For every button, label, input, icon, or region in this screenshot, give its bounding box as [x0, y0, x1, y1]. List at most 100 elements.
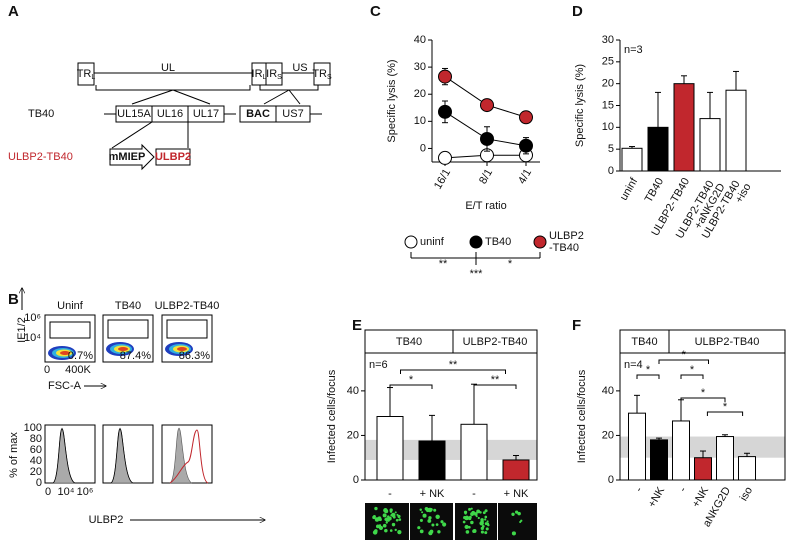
cell: [384, 528, 388, 533]
y-axis-label: Infected cells/focus: [576, 369, 588, 463]
y-tick-label: 20: [602, 429, 614, 441]
micrograph: [498, 503, 537, 540]
insert-label: mMIEP: [109, 151, 146, 163]
bar: [650, 439, 668, 481]
tick-label: 20: [30, 466, 42, 478]
cell: [520, 519, 523, 522]
group-label: ULBP2-TB40: [695, 336, 760, 348]
bar: [647, 126, 669, 172]
cell: [391, 522, 396, 527]
y-tick-label: 40: [414, 34, 426, 46]
tick-label: 10⁴: [24, 332, 41, 344]
density: [60, 351, 70, 355]
bar: [376, 416, 404, 481]
bar: [725, 89, 747, 172]
label-line: -: [677, 485, 689, 494]
cell: [517, 511, 521, 516]
histogram-sample: [52, 428, 76, 484]
cell: [372, 515, 376, 520]
x-tick-label: 16/1: [432, 167, 453, 192]
cell: [480, 530, 484, 534]
cell: [377, 516, 382, 521]
cell: [431, 523, 435, 527]
panel-letter: B: [8, 291, 19, 308]
tick-label: 100: [24, 422, 42, 434]
cell: [389, 529, 393, 532]
significance: ***: [470, 268, 484, 280]
label-line: uninf: [618, 175, 641, 202]
significance: *: [646, 364, 651, 376]
group-label: ULBP2-TB40: [463, 336, 528, 348]
gene-label: UL16: [157, 108, 183, 120]
cell: [440, 520, 444, 524]
x-tick-label: +NK: [690, 484, 712, 509]
point: [480, 131, 494, 146]
tick-label: 80: [30, 433, 42, 445]
label-line: iso: [738, 485, 755, 503]
sample-label: TB40: [115, 300, 141, 312]
cell: [433, 508, 437, 512]
gene-label: UL17: [193, 108, 219, 120]
x-tick-label: + NK: [420, 488, 445, 500]
legend-label: uninf: [420, 236, 445, 248]
point: [438, 150, 452, 165]
x-tick-label: iso: [738, 485, 755, 503]
line: [263, 89, 290, 105]
point: [438, 104, 452, 119]
main: TR: [77, 68, 92, 80]
gene-label: US7: [282, 108, 303, 120]
y-axis-label: Specific lysis (%): [386, 59, 398, 142]
cell: [465, 530, 470, 534]
bar: [460, 423, 488, 481]
gate-percent: 0.7%: [68, 350, 93, 362]
tick-label: 40: [30, 455, 42, 467]
cell: [374, 506, 378, 511]
cell: [468, 507, 471, 511]
cell: [382, 513, 387, 518]
cell: [437, 530, 441, 534]
shaded-range: [365, 439, 537, 460]
label-line: TB40: [643, 176, 667, 205]
cell: [384, 509, 389, 514]
significance: **: [449, 359, 458, 371]
cell: [384, 518, 388, 521]
y-tick-label: 25: [602, 56, 614, 68]
cell: [464, 524, 469, 530]
point: [519, 110, 533, 125]
x-tick-label: -: [633, 485, 645, 494]
sample-label: ULBP2-TB40: [155, 300, 220, 312]
bar: [738, 456, 756, 481]
point: [480, 98, 494, 113]
box: [313, 62, 331, 86]
cell: [394, 528, 397, 532]
promoter: [109, 143, 155, 171]
sig-bracket: [636, 374, 660, 379]
histogram-sample: [169, 429, 209, 484]
cell: [374, 530, 378, 534]
significance: *: [409, 374, 414, 386]
y-tick-label: 20: [602, 78, 614, 90]
cell: [462, 520, 466, 524]
box: [668, 329, 786, 354]
cell: [385, 521, 388, 524]
cell: [470, 507, 473, 510]
x-axis-label: E/T ratio: [465, 200, 506, 212]
x-tick-label: uninf: [618, 175, 641, 202]
box: [49, 321, 91, 339]
cell: [419, 529, 424, 534]
micrograph: [455, 503, 497, 540]
cell: [424, 506, 429, 511]
y-tick-label: 0: [608, 165, 614, 177]
y-tick-label: 5: [608, 143, 614, 155]
tick-label: 0: [36, 477, 42, 489]
region-label: IRS: [266, 68, 282, 81]
region-label: UL: [161, 62, 175, 74]
x-tick-label: +NK: [646, 484, 668, 509]
sub: S: [277, 74, 282, 81]
significance: **: [439, 258, 448, 270]
cell: [422, 513, 427, 518]
y-tick-label: 30: [414, 61, 426, 73]
y-tick-label: 0: [608, 474, 614, 486]
label-line: TB40: [485, 236, 511, 248]
x-tick-label: 8/1: [477, 167, 495, 186]
